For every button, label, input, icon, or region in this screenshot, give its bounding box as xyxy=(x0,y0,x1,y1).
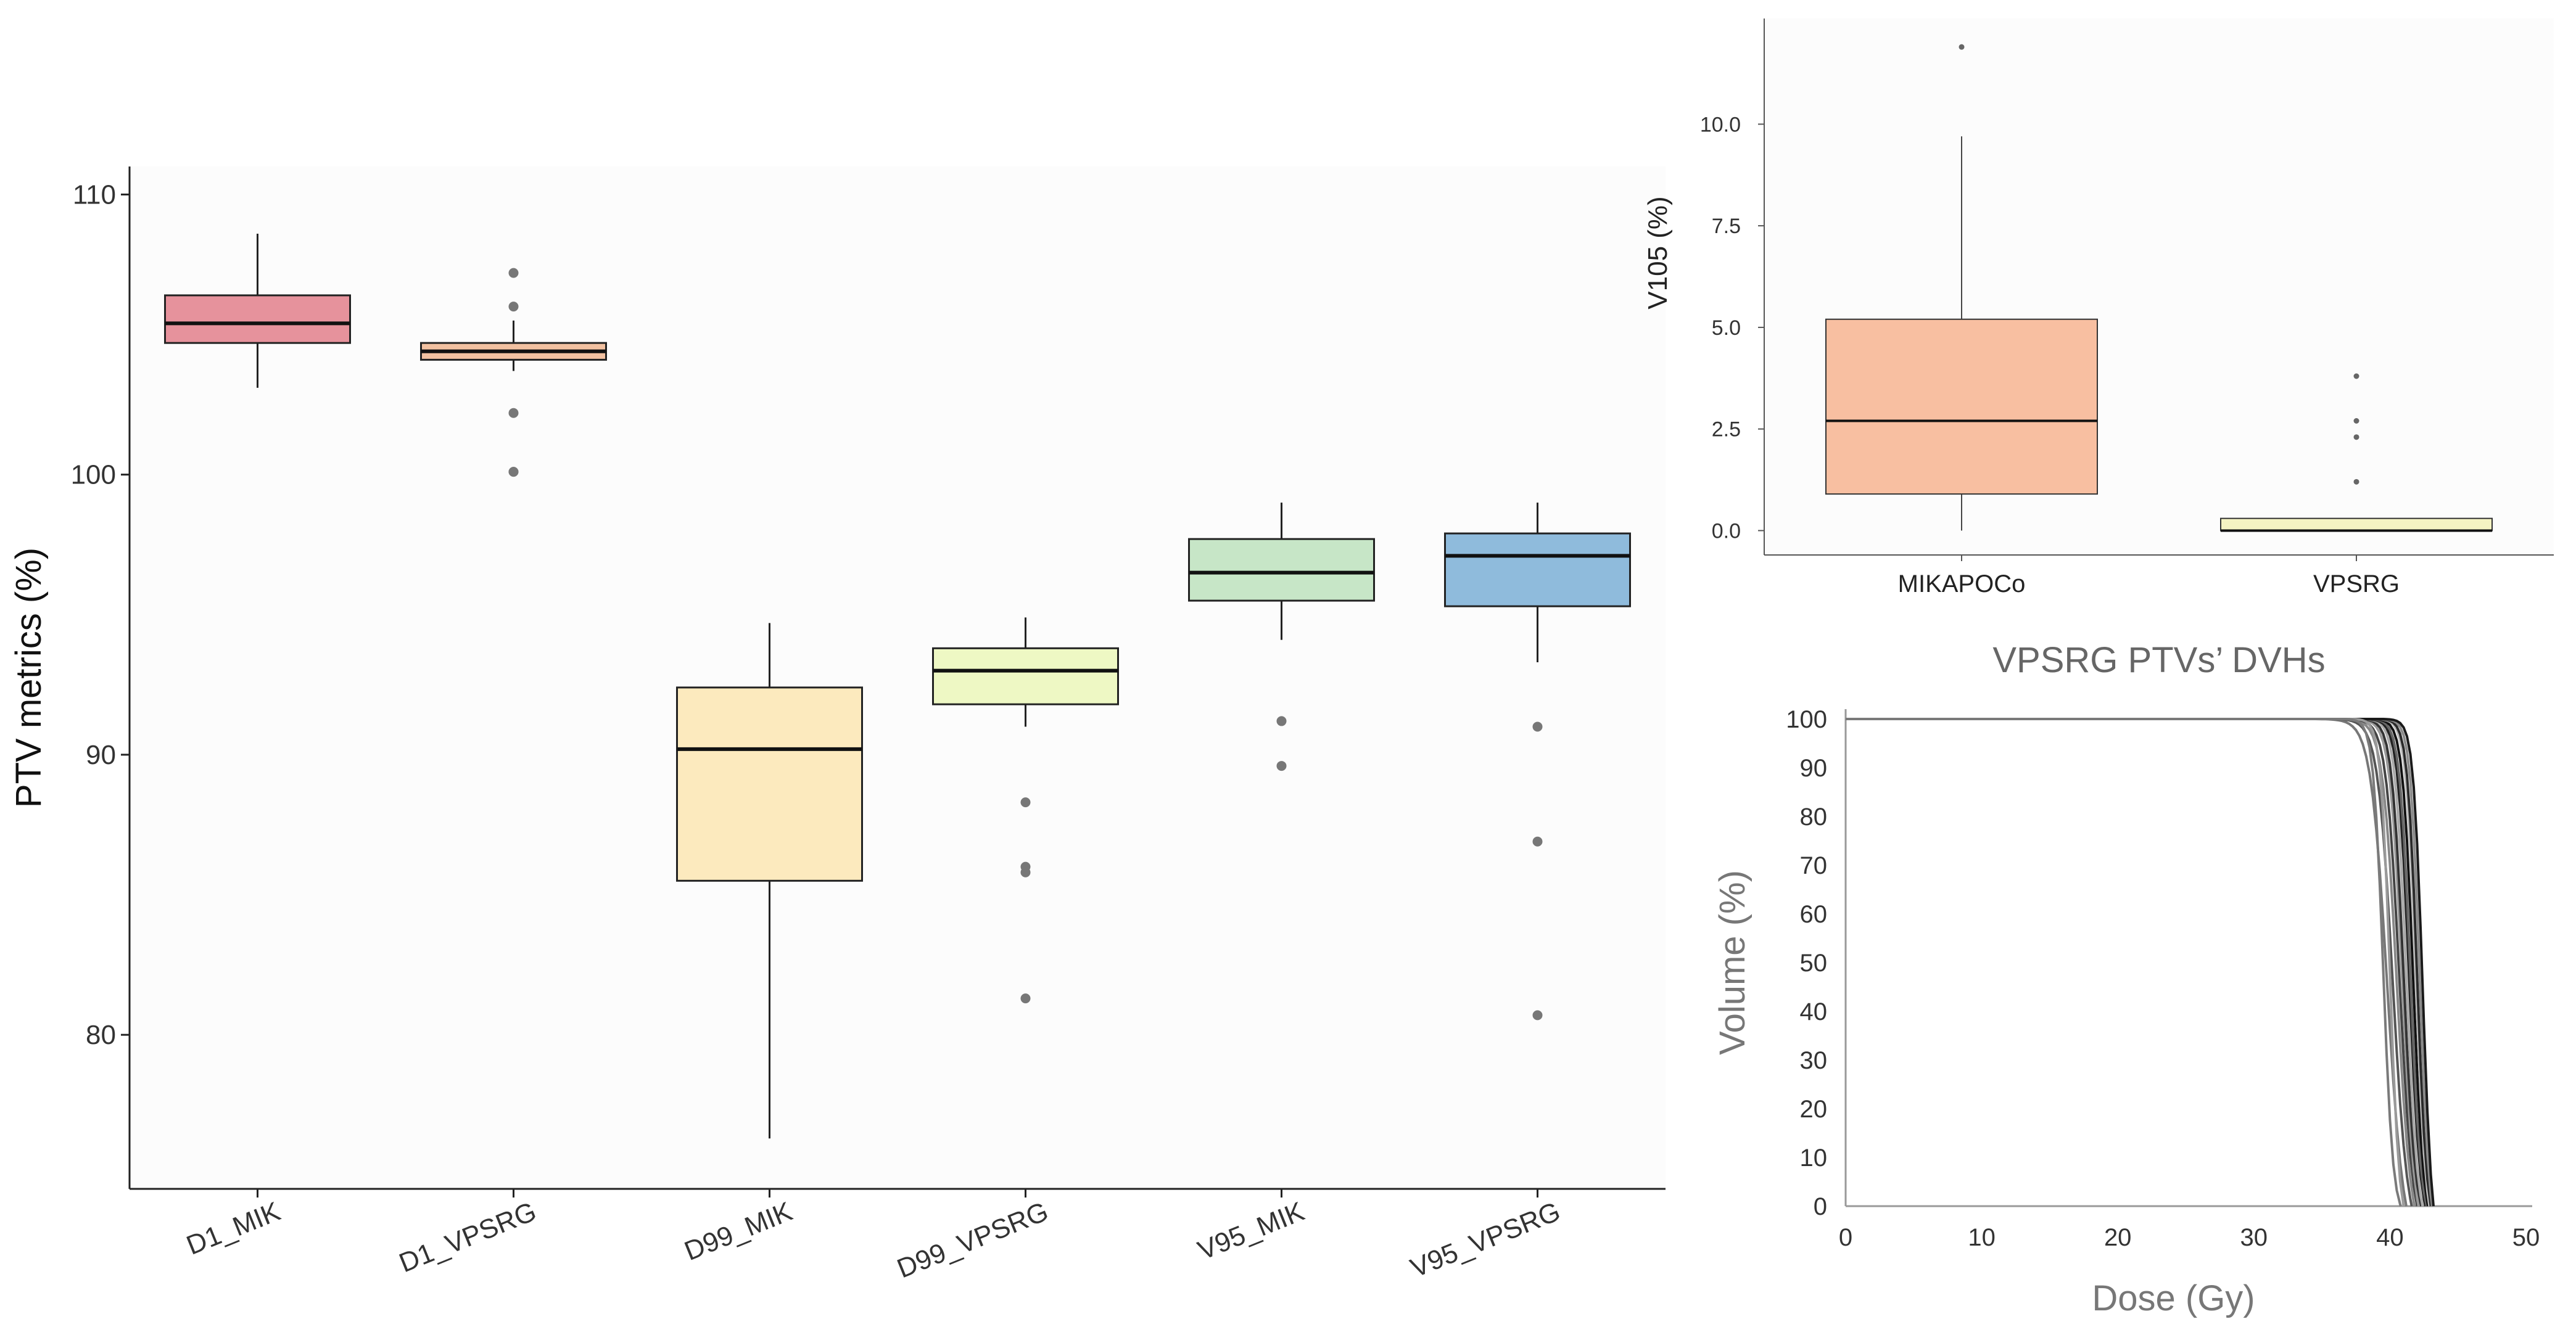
x-tick-label: VPSRG xyxy=(2313,570,2400,598)
outlier-point xyxy=(1533,721,1543,731)
y-tick-label: 20 xyxy=(1800,1096,1828,1123)
dvh-curve-15 xyxy=(1846,719,2404,1206)
outlier-point xyxy=(1277,761,1287,771)
iqr-box xyxy=(2221,519,2492,531)
y-tick-label: 5.0 xyxy=(1712,316,1741,340)
y-axis-label: Volume (%) xyxy=(1712,870,1752,1055)
iqr-box xyxy=(165,295,350,343)
dvh-curve-12 xyxy=(1846,719,2431,1206)
outlier-point xyxy=(2354,434,2359,440)
x-tick-label: D1_VPSRG xyxy=(395,1196,540,1278)
outlier-point xyxy=(1021,868,1031,877)
dvh-curve-4 xyxy=(1846,719,2417,1206)
dvh-curve-14 xyxy=(1846,719,2434,1206)
y-tick-label: 60 xyxy=(1800,901,1828,928)
ptv-metrics-panel: 80 90 100 110 PTV metrics (%) D1_MIK D1_VPSRG D… xyxy=(0,0,1703,1324)
y-tick-label: 80 xyxy=(1800,803,1828,831)
x-tick-label: D99_MIK xyxy=(680,1196,796,1267)
x-axis-label: Dose (Gy) xyxy=(2092,1278,2255,1318)
ptv-metrics-chart: 80 90 100 110 PTV metrics (%) D1_MIK D1_VPSRG D… xyxy=(0,0,1703,1324)
dvh-curve-6 xyxy=(1846,719,2421,1206)
x-tick-label: 40 xyxy=(2376,1224,2404,1251)
y-tick-label: 90 xyxy=(86,740,116,770)
x-tick-label: V95_VPSRG xyxy=(1406,1196,1564,1284)
x-tick-label: 10 xyxy=(1968,1224,1996,1251)
y-tick-label: 70 xyxy=(1800,852,1828,879)
dvh-curve-10 xyxy=(1846,719,2428,1206)
v105-chart: 0.0 2.5 5.0 7.5 10.0 V105 (%) MIKAPOCo VPSRG xyxy=(1629,0,2576,617)
dvh-panel: VPSRG PTVs’ DVHs 0 10 20 30 40 50 60 70 80 90 100 0 1… xyxy=(1703,623,2576,1324)
outlier-point xyxy=(2354,418,2359,424)
iqr-box xyxy=(1826,319,2097,494)
outlier-point xyxy=(2354,374,2359,379)
x-tick-label: V95_MIK xyxy=(1194,1196,1308,1266)
x-tick-label: 0 xyxy=(1839,1224,1852,1251)
outlier-point xyxy=(2354,479,2359,485)
y-tick-label: 7.5 xyxy=(1712,215,1741,238)
outlier-point xyxy=(509,467,519,477)
x-tick-label: MIKAPOCo xyxy=(1898,570,2026,598)
outlier-point xyxy=(509,408,519,418)
outlier-point xyxy=(1277,716,1287,726)
dvh-curve-1 xyxy=(1846,719,2406,1206)
iqr-box xyxy=(1189,539,1374,601)
y-axis-label: PTV metrics (%) xyxy=(9,548,49,808)
dvh-curve-3 xyxy=(1846,719,2414,1206)
x-tick-label: 50 xyxy=(2512,1224,2540,1251)
y-tick-label: 0.0 xyxy=(1712,519,1741,543)
v105-panel: 0.0 2.5 5.0 7.5 10.0 V105 (%) MIKAPOCo VPSRG xyxy=(1629,0,2576,617)
y-tick-label: 50 xyxy=(1800,950,1828,977)
iqr-box xyxy=(1445,533,1630,606)
x-tick-label: 20 xyxy=(2104,1224,2132,1251)
dvh-curve-9 xyxy=(1846,719,2427,1206)
y-tick-label: 40 xyxy=(1800,998,1828,1025)
x-tick-label: D1_MIK xyxy=(183,1196,285,1261)
outlier-point xyxy=(509,302,519,311)
outlier-point xyxy=(1959,44,1965,50)
outlier-point xyxy=(1533,837,1543,847)
dvh-curve-16 xyxy=(1846,719,2401,1206)
dvh-curve-2 xyxy=(1846,719,2412,1206)
y-tick-label: 0 xyxy=(1814,1193,1827,1220)
y-tick-label: 2.5 xyxy=(1712,418,1741,442)
y-tick-label: 110 xyxy=(73,179,116,210)
dvh-curve-11 xyxy=(1846,719,2429,1206)
y-tick-label: 30 xyxy=(1800,1047,1828,1074)
x-tick-label: 30 xyxy=(2240,1224,2268,1251)
y-tick-label: 100 xyxy=(1786,706,1827,733)
outlier-point xyxy=(1021,797,1031,807)
outlier-point xyxy=(1021,993,1031,1003)
y-axis-label: V105 (%) xyxy=(1643,196,1673,309)
outlier-point xyxy=(1533,1010,1543,1020)
y-tick-label: 100 xyxy=(71,460,116,490)
iqr-box xyxy=(677,688,862,881)
dvh-curve-5 xyxy=(1846,719,2419,1206)
chart-title: VPSRG PTVs’ DVHs xyxy=(1992,640,2325,680)
y-tick-label: 80 xyxy=(86,1020,116,1050)
outlier-point xyxy=(509,268,519,278)
dvh-curve-7 xyxy=(1846,719,2422,1206)
y-tick-label: 10 xyxy=(1800,1144,1828,1172)
x-tick-label: D99_VPSRG xyxy=(893,1196,1053,1284)
dvh-chart: VPSRG PTVs’ DVHs 0 10 20 30 40 50 60 70 80 90 100 0 1… xyxy=(1703,623,2576,1324)
dvh-curve-8 xyxy=(1846,719,2425,1206)
y-tick-label: 10.0 xyxy=(1700,113,1741,136)
dvh-curve-13 xyxy=(1846,719,2432,1206)
y-tick-label: 90 xyxy=(1800,755,1828,782)
plot-background xyxy=(130,166,1666,1189)
iqr-box xyxy=(933,648,1118,704)
